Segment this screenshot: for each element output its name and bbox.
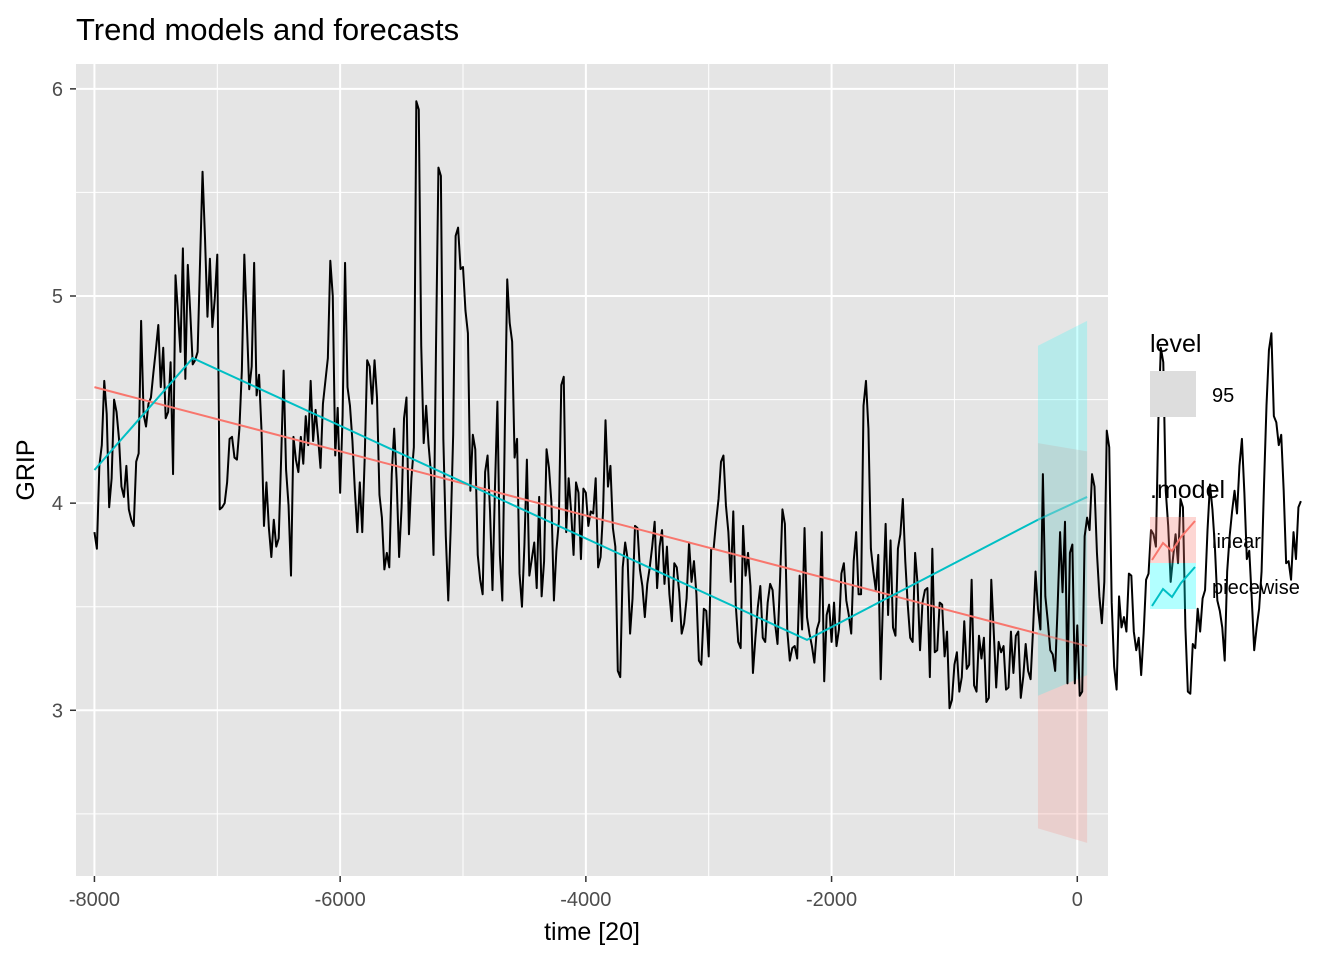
grid-lines — [76, 64, 1108, 876]
legend-piecewise-label: piecewise — [1212, 577, 1300, 599]
legend-linear-key-fill — [1150, 517, 1196, 563]
fitted-line-piecewise — [93, 356, 1039, 641]
x-tick-label: -2000 — [806, 889, 857, 911]
legend-model-title: .model — [1150, 476, 1225, 504]
plot-panel — [76, 64, 1108, 876]
y-tick-label: 6 — [52, 79, 63, 101]
forecast-line-linear — [1037, 632, 1088, 648]
x-tick-label: -6000 — [315, 889, 366, 911]
x-tick-label: -4000 — [560, 889, 611, 911]
legend-level-label: 95 — [1212, 385, 1234, 407]
y-axis-title: GRIP — [12, 439, 40, 500]
legend-linear-label: linear — [1212, 531, 1261, 553]
observed-series-line — [93, 100, 1302, 710]
axes: -8000 -6000 -4000 -2000 0 3 4 5 6 — [52, 79, 1083, 911]
x-tick-label: 0 — [1072, 889, 1083, 911]
legend-linear-key-line — [1151, 520, 1196, 561]
legend: level 95 .model linear piecewise — [1150, 330, 1300, 609]
legend-piecewise-key-fill — [1150, 563, 1196, 609]
x-tick-label: -8000 — [69, 889, 120, 911]
fitted-line-linear — [94, 386, 1039, 635]
series-lines — [93, 100, 1302, 710]
legend-piecewise-key-line — [1151, 566, 1196, 607]
y-tick-label: 5 — [52, 286, 63, 308]
chart-title: Trend models and forecasts — [76, 12, 459, 47]
forecast-band-linear — [1037, 443, 1088, 843]
legend-level-title: level — [1150, 330, 1201, 358]
legend-level-key — [1150, 371, 1196, 417]
y-tick-label: 4 — [52, 493, 63, 515]
y-tick-label: 3 — [52, 700, 63, 722]
x-axis-title: time [20] — [544, 918, 640, 946]
forecast-line-piecewise — [1037, 496, 1088, 521]
